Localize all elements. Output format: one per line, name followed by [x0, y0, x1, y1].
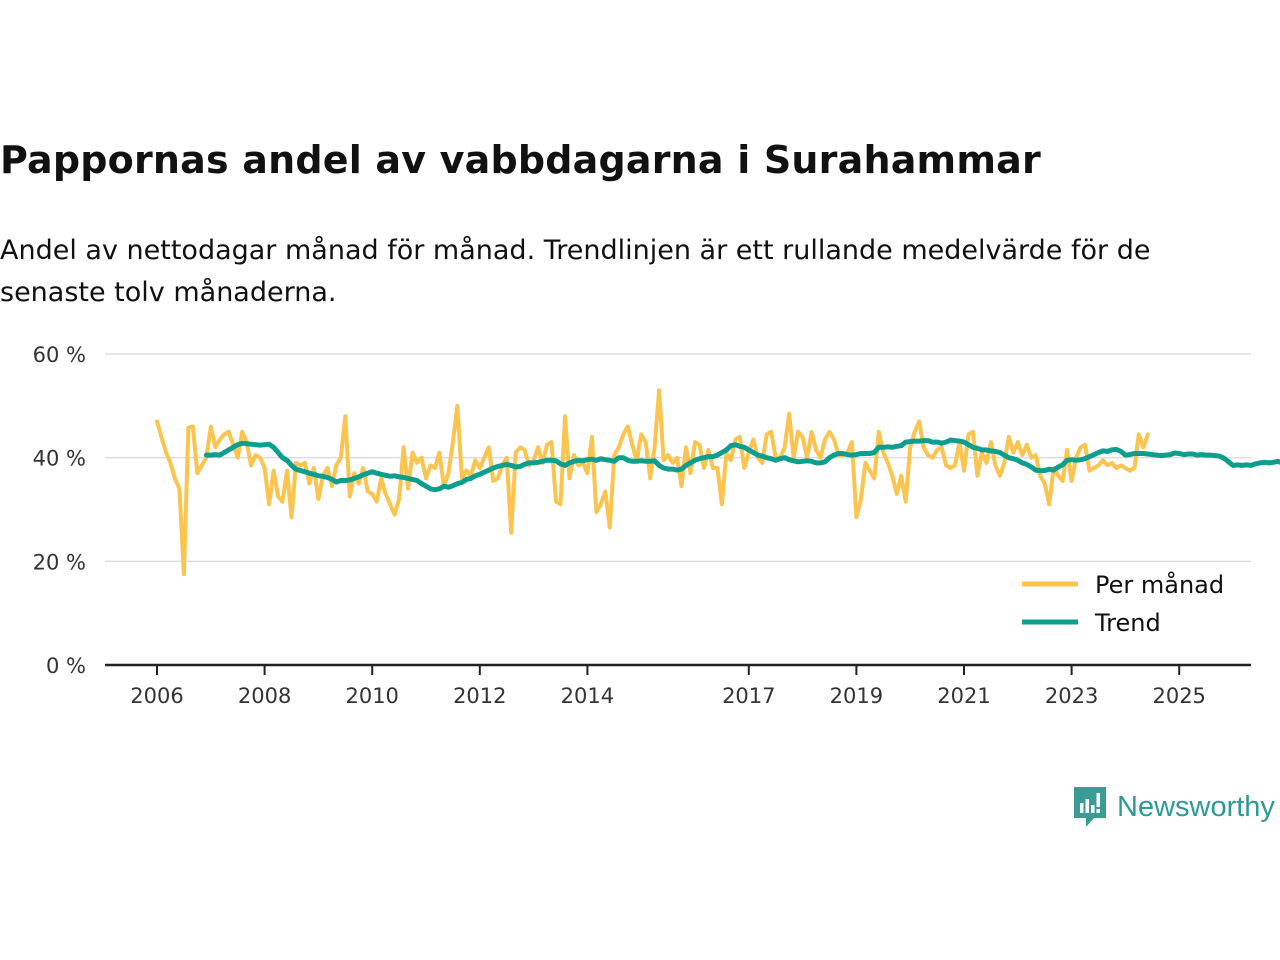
newsworthy-logo-icon: [1074, 787, 1106, 827]
x-tick-label: 2021: [937, 684, 990, 708]
legend-label-trend: Trend: [1094, 609, 1161, 637]
y-tick-label: 60 %: [33, 343, 86, 367]
chart-subtitle: Andel av nettodagar månad för månad. Tre…: [0, 235, 1151, 308]
legend: Per månad Trend: [1022, 570, 1224, 637]
x-tick-label: 2008: [238, 684, 291, 708]
legend-label-per-manad: Per månad: [1095, 570, 1224, 599]
x-tick-label: 2014: [561, 684, 614, 708]
x-tick-label: 2025: [1152, 684, 1205, 708]
brand-name: Newsworthy: [1117, 790, 1275, 823]
series: [155, 388, 1280, 577]
y-tick-label: 40 %: [33, 447, 86, 471]
y-axis-labels: 0 % 20 % 40 % 60 %: [33, 343, 86, 678]
x-axis-ticks: 2006 2008 2010 2012 2014 2017 2019 2021 2023 2025: [130, 665, 1206, 708]
y-tick-label: 20 %: [33, 550, 86, 574]
x-tick-label: 2023: [1045, 684, 1098, 708]
y-tick-label: 0 %: [46, 654, 86, 678]
x-tick-label: 2012: [453, 684, 506, 708]
x-tick-label: 2010: [345, 684, 398, 708]
chart-title: Pappornas andel av vabbdagarna i Suraham…: [0, 138, 1041, 182]
series-line-per-manad: [155, 388, 1150, 577]
brand-logo: Newsworthy: [1073, 786, 1275, 828]
x-tick-label: 2019: [830, 684, 883, 708]
x-tick-label: 2017: [722, 684, 775, 708]
x-tick-label: 2006: [130, 684, 183, 708]
series-line-trend: [203, 437, 1280, 493]
